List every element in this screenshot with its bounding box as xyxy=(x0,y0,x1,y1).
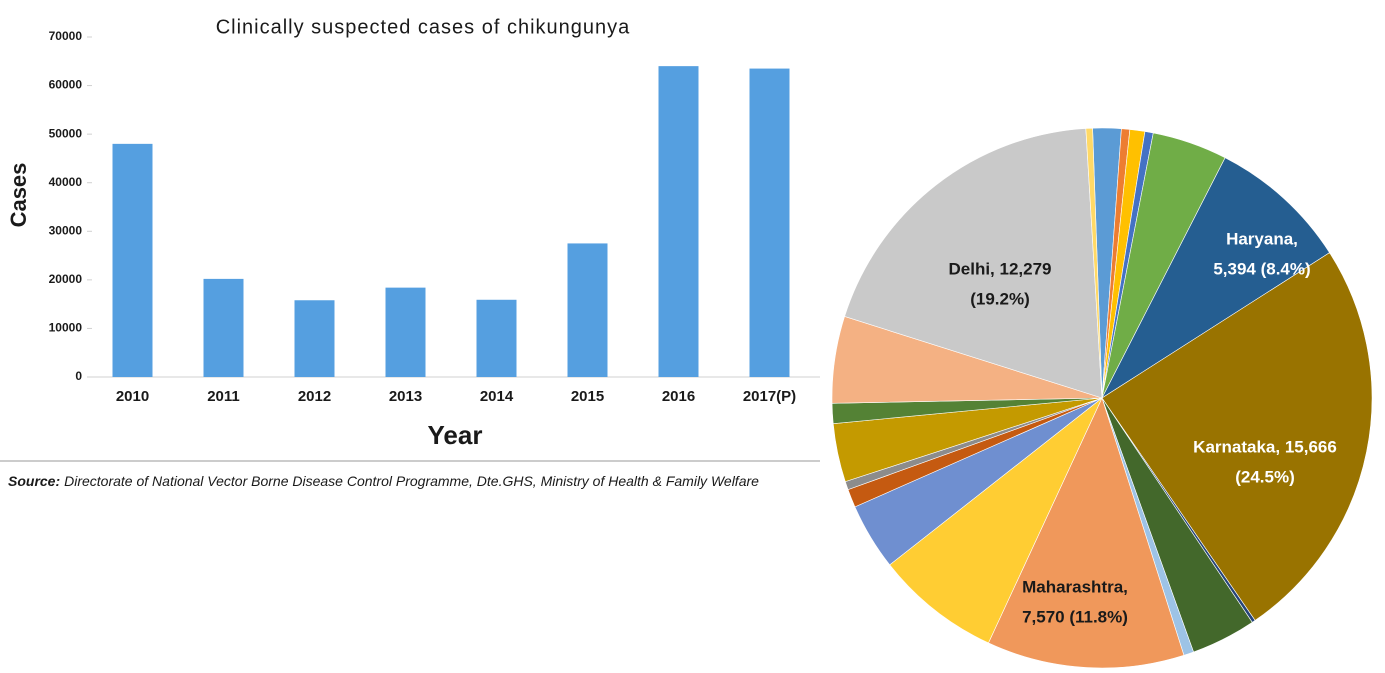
x-tick-label: 2011 xyxy=(207,388,240,405)
source-label: Source: xyxy=(8,473,60,489)
bar xyxy=(658,66,699,378)
x-tick-label: 2014 xyxy=(480,388,514,405)
pie-slice xyxy=(889,397,1103,644)
pie-slice xyxy=(844,128,1103,399)
y-tick-label: 30000 xyxy=(49,223,83,237)
slice-label: 7,570 (11.8%) xyxy=(1022,607,1128,626)
y-tick-label: 0 xyxy=(75,369,82,383)
bar xyxy=(567,243,608,377)
bar xyxy=(112,143,153,377)
pie-slice xyxy=(1085,127,1103,399)
pie-slice xyxy=(1101,157,1330,399)
slice-label: (19.2%) xyxy=(970,289,1030,308)
y-tick-label: 60000 xyxy=(49,78,83,92)
bar xyxy=(749,68,790,378)
slice-label: Maharashtra, xyxy=(1022,577,1128,596)
x-tick-label: 2012 xyxy=(298,388,331,405)
slice-label: Karnataka, 15,666 xyxy=(1193,437,1337,456)
chart-title: Clinically suspected cases of chikunguny… xyxy=(216,16,631,38)
x-tick-label: 2013 xyxy=(389,388,422,405)
source-text: Directorate of National Vector Borne Dis… xyxy=(64,473,759,489)
x-axis-title: Year xyxy=(428,420,483,450)
bar xyxy=(294,300,335,377)
bar xyxy=(203,278,244,377)
y-tick-label: 20000 xyxy=(49,272,83,286)
pie-slice xyxy=(988,397,1185,669)
y-tick-label: 50000 xyxy=(49,126,83,140)
bar xyxy=(476,299,517,377)
y-axis-title: Cases xyxy=(6,163,31,228)
y-tick-label: 70000 xyxy=(49,29,83,43)
x-tick-label: 2015 xyxy=(571,388,604,405)
bar xyxy=(385,287,426,377)
slice-label: Delhi, 12,279 xyxy=(948,259,1051,278)
source: Source: Directorate of National Vector Bo… xyxy=(8,473,759,489)
y-tick-label: 10000 xyxy=(49,321,83,335)
pie-slice xyxy=(1101,252,1373,621)
y-tick-label: 40000 xyxy=(49,175,83,189)
slice-label: (24.5%) xyxy=(1235,467,1295,486)
slice-label: Haryana, xyxy=(1226,229,1298,248)
x-tick-label: 2017(P) xyxy=(743,388,796,405)
x-tick-label: 2016 xyxy=(662,388,695,405)
x-tick-label: 2010 xyxy=(116,388,149,405)
slice-label: 5,394 (8.4%) xyxy=(1213,259,1310,278)
